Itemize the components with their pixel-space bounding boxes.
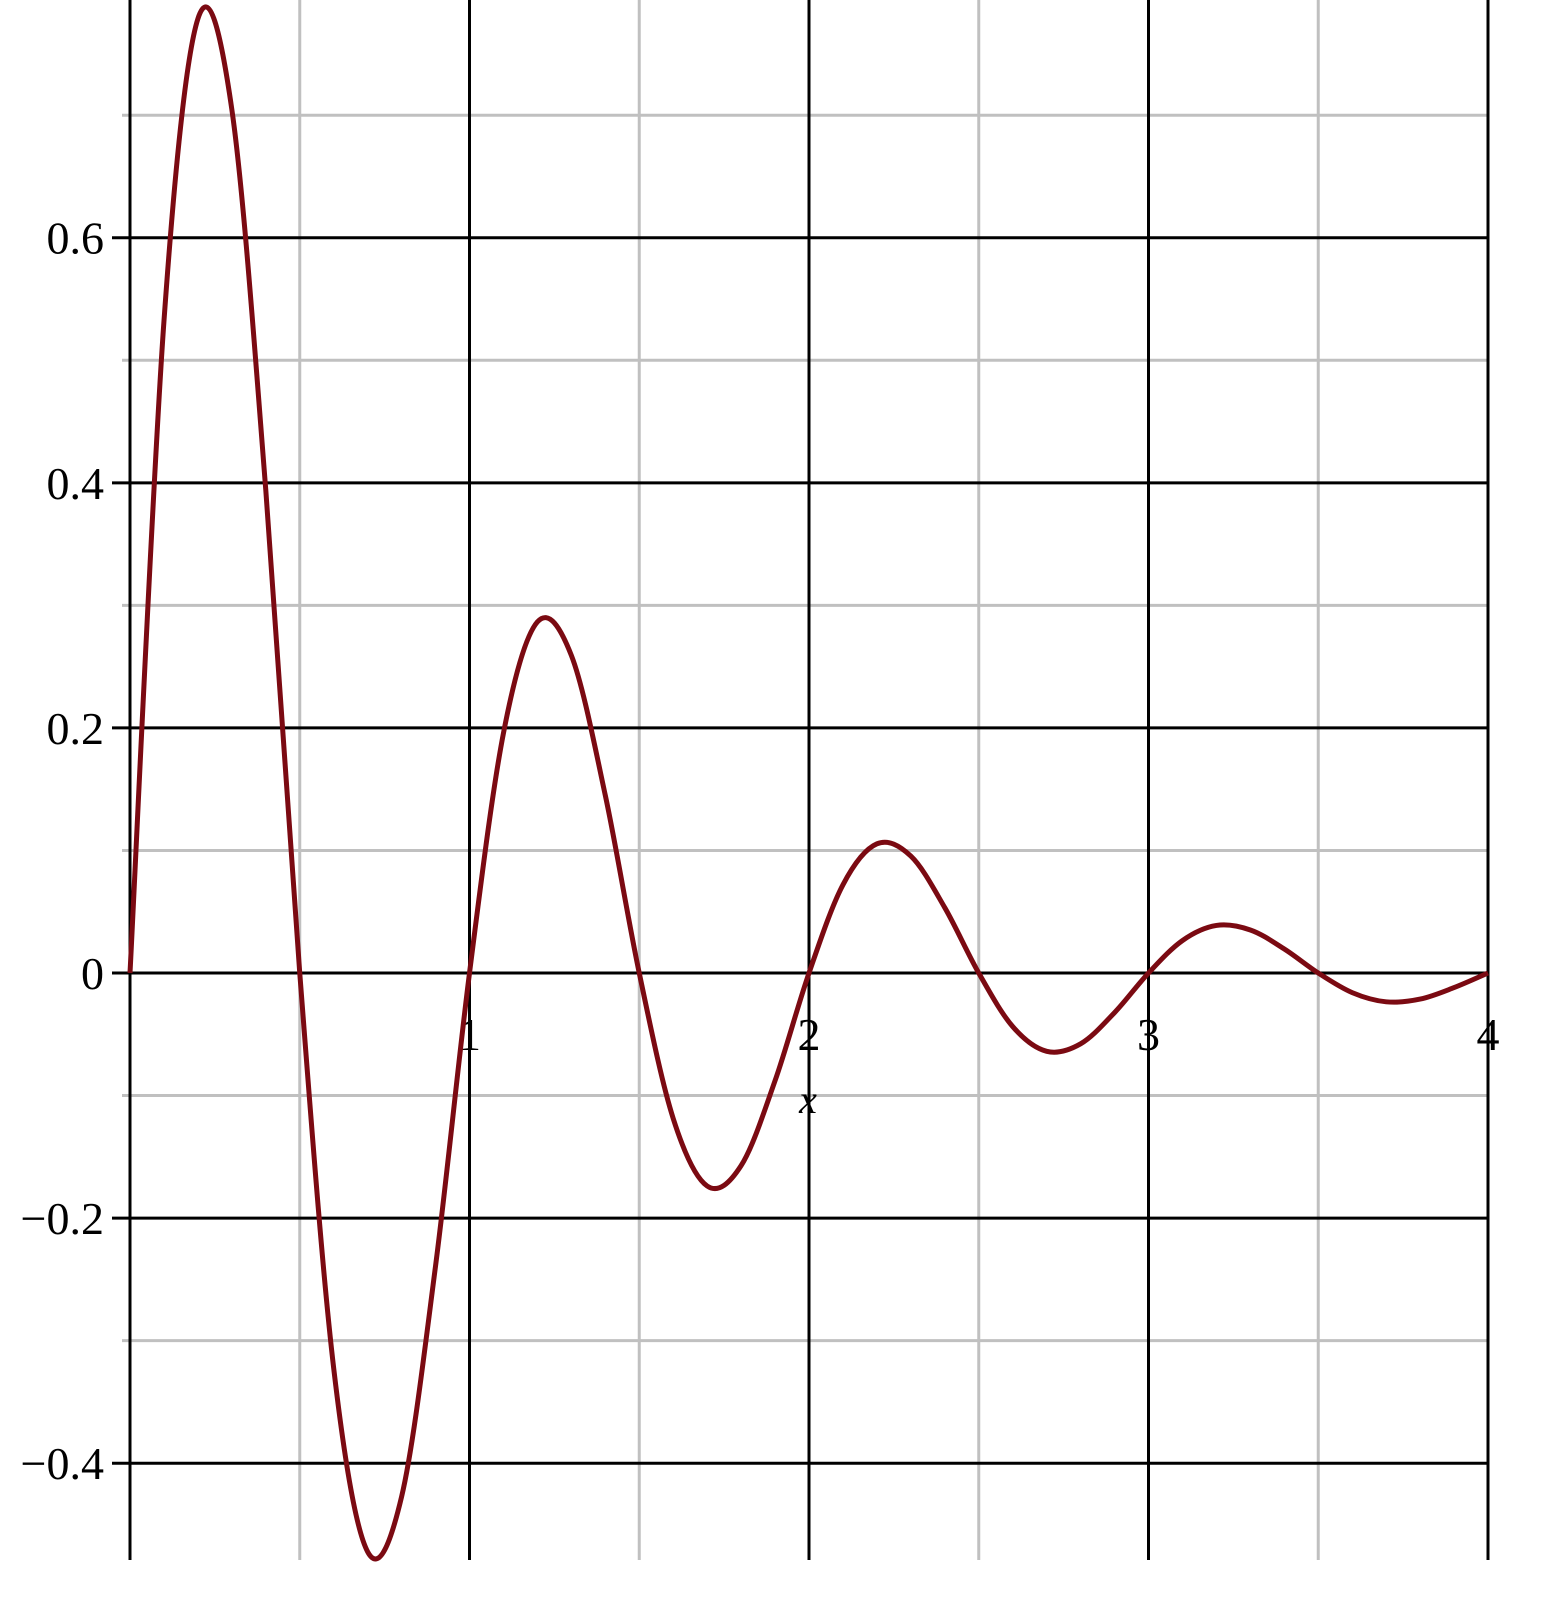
- y-tick-label: −0.2: [21, 1193, 104, 1244]
- y-tick-label: 0: [81, 948, 104, 999]
- x-tick-label: 3: [1137, 1009, 1160, 1060]
- y-tick-label: 0.2: [47, 703, 105, 754]
- y-tick-label: −0.4: [21, 1438, 104, 1489]
- series-curve: [127, 4, 1489, 1562]
- y-tick-label: 0.4: [47, 458, 105, 509]
- x-tick-label: 2: [798, 1009, 821, 1060]
- x-tick-label: 4: [1477, 1009, 1500, 1060]
- x-axis-label: x: [798, 1077, 817, 1122]
- y-tick-label: 0.6: [47, 213, 105, 264]
